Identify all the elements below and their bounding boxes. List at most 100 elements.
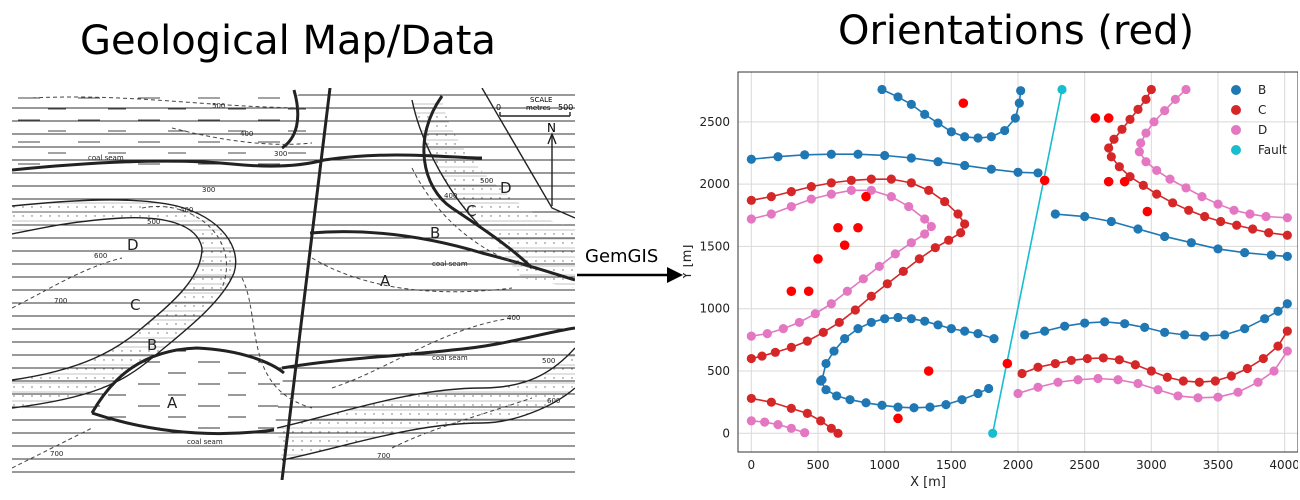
series-c-point: [746, 195, 756, 205]
x-tick-label: 1000: [869, 458, 900, 472]
series-c-line: [751, 178, 966, 360]
series-b-point: [880, 150, 890, 161]
series-d-point: [826, 299, 836, 309]
x-tick-label: 2000: [1003, 458, 1034, 472]
series-d-point: [1141, 128, 1151, 138]
series-c-point: [1125, 114, 1135, 124]
series-d-point: [1149, 117, 1159, 127]
series-b-point: [853, 324, 863, 334]
coal-seam-label-1: coal seam: [88, 154, 124, 162]
series-d-point: [1261, 211, 1271, 222]
map-label-c-east: C: [466, 202, 476, 220]
series-b-point: [1266, 250, 1276, 260]
series-fault-point: [988, 428, 998, 438]
y-tick-label: 2000: [699, 177, 730, 191]
coal-seam-label-4: coal seam: [187, 438, 223, 446]
series-d-point: [1253, 377, 1263, 387]
contour-400-label: 400: [240, 130, 253, 138]
series-d-point: [1282, 213, 1292, 223]
series-b-point: [1120, 319, 1130, 329]
series-b-point: [1000, 125, 1010, 136]
orientations-title: Orientations (red): [838, 8, 1195, 54]
series-b-point: [1200, 331, 1210, 341]
series-c-point: [906, 178, 916, 188]
series-d-point: [1213, 392, 1223, 402]
series-c-point: [757, 351, 767, 361]
plot-frame: [737, 71, 1298, 453]
series-b-point: [920, 316, 930, 326]
series-d-point: [1165, 174, 1175, 184]
series-c-point: [956, 228, 966, 238]
series-c-point: [1050, 358, 1060, 369]
series-b-point: [1213, 244, 1223, 254]
arrow-icon: [577, 267, 683, 283]
series-b-point: [861, 398, 871, 408]
series-d-point: [766, 209, 776, 219]
contour-500-label-3: 500: [480, 177, 493, 185]
series-b-point: [973, 133, 983, 143]
orientation-point: [839, 240, 850, 250]
series-b-point: [1160, 327, 1170, 337]
series-b-point: [984, 383, 994, 394]
series-c-point: [1242, 363, 1252, 374]
series-c-point: [1130, 360, 1140, 370]
series-b-point: [941, 400, 951, 410]
legend-label-d: D: [1258, 123, 1267, 137]
series-b-point: [925, 402, 935, 412]
series-c-point: [1066, 355, 1076, 366]
series-c-point: [1273, 341, 1283, 351]
series-d-point: [778, 324, 788, 334]
series-d-line: [751, 189, 933, 337]
x-tick-label: 1500: [936, 458, 967, 472]
series-b-point: [1040, 326, 1050, 336]
series-c-point: [1264, 228, 1274, 238]
x-tick-label: 3000: [1136, 458, 1167, 472]
x-tick-label: 500: [807, 458, 830, 472]
orientation-point: [1039, 175, 1050, 186]
series-b-point: [893, 92, 903, 102]
scale-zero: 0: [496, 103, 501, 112]
series-d-point: [920, 229, 930, 239]
series-c-point: [944, 235, 954, 245]
series-d-point: [1160, 106, 1170, 116]
series-b-point: [946, 127, 956, 137]
series-c-point: [1146, 366, 1156, 376]
series-d-point: [1113, 375, 1123, 385]
map-label-d: D: [127, 236, 139, 254]
series-b-point: [746, 154, 756, 164]
geological-map: SCALE metres 0 500 N D D C C B B A A coa…: [12, 88, 575, 480]
contour-500-label: 500: [212, 102, 225, 110]
series-d-point: [1134, 147, 1144, 157]
coal-seam-label-2: coal seam: [432, 260, 468, 268]
series-c-point: [786, 342, 796, 352]
series-d-point: [1193, 393, 1203, 403]
series-c-point: [1258, 353, 1268, 364]
series-d-point: [1073, 375, 1083, 385]
series-b-point: [989, 334, 999, 344]
series-d-point: [874, 261, 884, 271]
series-b-point: [1220, 330, 1230, 340]
series-b-point: [893, 312, 903, 323]
series-b-point: [866, 317, 876, 328]
series-c-point: [882, 279, 892, 289]
series-c-point: [898, 266, 908, 276]
series-b-point: [1014, 98, 1024, 108]
x-tick-label: 4000: [1269, 458, 1298, 472]
series-fault-point: [1057, 84, 1067, 95]
series-c-point: [1216, 216, 1226, 227]
series-b-point: [1033, 168, 1043, 178]
series-c-point: [866, 174, 876, 184]
series-c-point: [816, 416, 826, 426]
scale-unit: metres: [526, 104, 551, 112]
series-b-point: [1050, 209, 1060, 219]
series-c-point: [866, 291, 876, 301]
geological-map-title: Geological Map/Data: [80, 18, 496, 64]
orientation-point: [786, 286, 797, 297]
orientation-point: [1090, 113, 1101, 123]
series-b-point: [826, 149, 836, 159]
series-d-point: [806, 194, 816, 204]
series-b-point: [1080, 318, 1090, 328]
series-d-point: [842, 286, 852, 296]
contour-700-label-3: 700: [50, 450, 63, 458]
series-c-point: [770, 347, 780, 357]
